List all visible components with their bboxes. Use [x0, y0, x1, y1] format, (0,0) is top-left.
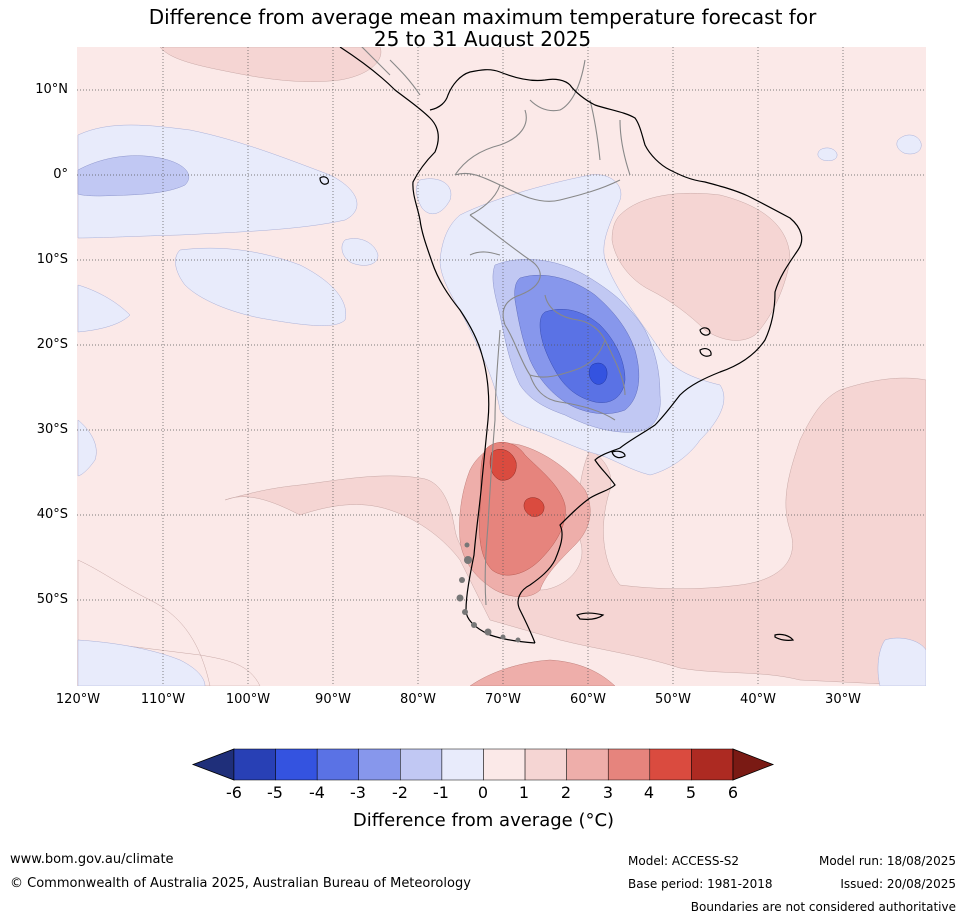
colorbar-swatch [358, 748, 401, 781]
anomaly-region-warm-10 [523, 497, 545, 517]
colorbar-swatch [566, 748, 609, 781]
lon-label-60w: 60°W [570, 692, 606, 707]
map-plot-area [77, 47, 926, 686]
lat-label-30s: 30°S [36, 422, 68, 437]
anomaly-region-cool-8 [817, 147, 838, 161]
anomaly-region-warm-3 [611, 192, 791, 341]
anomaly-region-cool-2 [175, 247, 347, 326]
footer-copyright: © Commonwealth of Australia 2025, Austra… [10, 876, 471, 891]
map-title-line2: 25 to 31 August 2025 [373, 27, 592, 51]
colorbar-title: Difference from average (°C) [352, 810, 615, 831]
anomaly-region-warm-5 [77, 559, 211, 686]
colorbar-swatch [649, 748, 692, 781]
lat-label-20s: 20°S [36, 337, 68, 352]
anomaly-region-cool-11 [341, 238, 379, 266]
colorbar-extend-low [191, 748, 235, 781]
colorbar-swatch [233, 748, 276, 781]
map-title-line1: Difference from average mean maximum tem… [148, 5, 817, 29]
lon-label-50w: 50°W [655, 692, 691, 707]
colorbar-tick-label: 5 [685, 783, 697, 802]
colorbar-tick-label: -5 [267, 783, 283, 802]
lon-label-90w: 90°W [315, 692, 351, 707]
colorbar-swatch [691, 748, 734, 781]
lon-label-30w: 30°W [825, 692, 861, 707]
anomaly-region-cool-7 [896, 134, 922, 155]
lat-label-0: 0° [53, 167, 68, 182]
colorbar-swatch [607, 748, 651, 781]
anomaly-region-warm-7 [469, 659, 616, 686]
anomaly-region-cool-16 [588, 362, 608, 385]
country-borders [361, 47, 631, 606]
colorbar-swatch [275, 748, 318, 781]
colorbar-tick-label: -2 [392, 783, 408, 802]
anomaly-region-cool-5 [77, 419, 97, 477]
lon-label-110w: 110°W [140, 692, 186, 707]
lon-label-40w: 40°W [740, 692, 776, 707]
colorbar-swatch [316, 748, 359, 781]
colorbar-tick-label: 0 [477, 783, 489, 802]
lat-label-50s: 50°S [36, 592, 68, 607]
lat-label-10s: 10°S [36, 252, 68, 267]
anomaly-region-cool-9 [77, 639, 206, 686]
colorbar-tick-label: -3 [350, 783, 366, 802]
colorbar-tick-label: 3 [602, 783, 614, 802]
colorbar-tick-label: -6 [226, 783, 242, 802]
colorbar-tick-label: 6 [727, 783, 739, 802]
anomaly-region-cool-6 [416, 178, 452, 215]
colorbar-swatch [441, 748, 484, 781]
footer-base-period: Base period: 1981-2018 [628, 877, 773, 891]
footer-issued: Issued: 20/08/2025 [840, 877, 956, 891]
coastline [319, 47, 803, 644]
colorbar-swatch [483, 748, 526, 781]
anomaly-region-cool-3 [77, 284, 131, 333]
footer-model-run: Model run: 18/08/2025 [818, 854, 956, 868]
colorbar-tick-label: -1 [433, 783, 449, 802]
anomaly-region-warm-4 [159, 47, 382, 82]
colorbar-tick-label: 2 [560, 783, 572, 802]
lon-label-120w: 120°W [55, 692, 101, 707]
footer-model: Model: ACCESS-S2 [628, 854, 740, 868]
colorbar-swatch [400, 748, 443, 781]
colorbar-extend-high [732, 748, 775, 781]
graticule [77, 47, 926, 686]
anomaly-region-cool-1 [77, 124, 358, 239]
lon-label-80w: 80°W [400, 692, 436, 707]
lon-label-70w: 70°W [485, 692, 521, 707]
chilean-islands [456, 542, 521, 643]
footer-url[interactable]: www.bom.gov.au/climate [10, 852, 174, 867]
anomaly-region-cool-12 [77, 155, 190, 197]
lat-label-40s: 40°S [36, 507, 68, 522]
anomaly-region-cool-10 [877, 637, 926, 686]
footer-disclaimer: Boundaries are not considered authoritat… [690, 900, 956, 914]
colorbar [191, 748, 775, 781]
colorbar-tick-label: -4 [309, 783, 325, 802]
lon-label-100w: 100°W [225, 692, 271, 707]
colorbar-swatch [524, 748, 567, 781]
lat-label-10n: 10°N [35, 82, 68, 97]
colorbar-tick-label: 1 [518, 783, 530, 802]
colorbar-tick-label: 4 [643, 783, 655, 802]
